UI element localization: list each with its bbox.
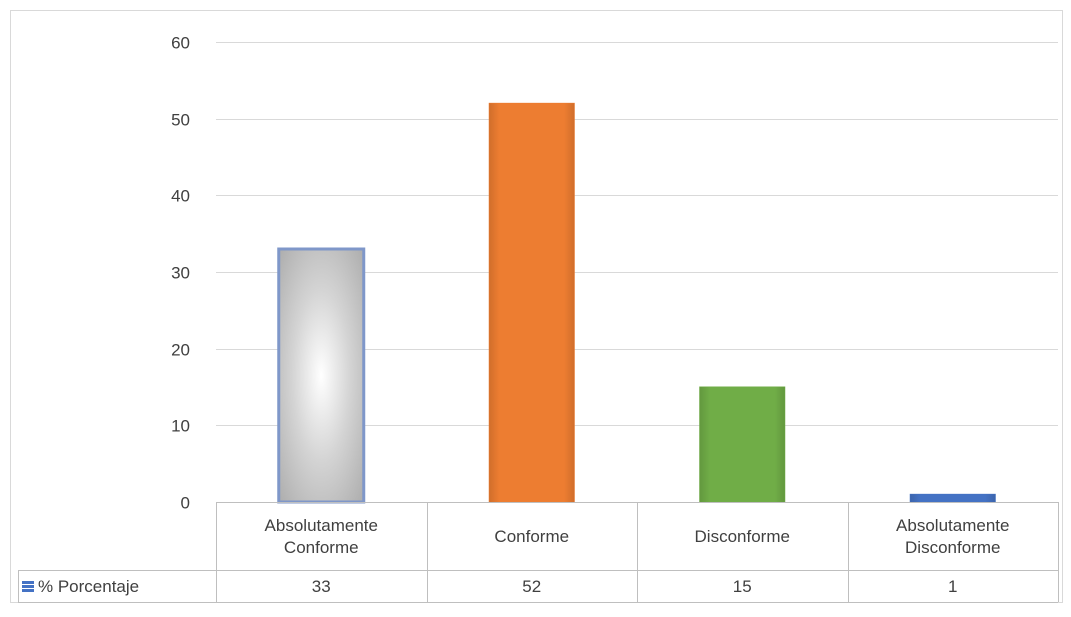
data-table-value: 1 bbox=[948, 577, 957, 596]
y-tick-label: 40 bbox=[171, 187, 190, 206]
data-table-value: 52 bbox=[522, 577, 541, 596]
y-tick-label: 0 bbox=[181, 494, 190, 513]
category-label: Absolutamente bbox=[265, 516, 378, 535]
category-label: Disconforme bbox=[905, 538, 1000, 557]
legend-key-icon bbox=[22, 581, 34, 592]
y-tick-label: 20 bbox=[171, 341, 190, 360]
category-label: Absolutamente bbox=[896, 516, 1009, 535]
y-tick-label: 50 bbox=[171, 111, 190, 130]
bar-shading bbox=[489, 103, 575, 502]
bar-shading bbox=[910, 494, 996, 502]
bar bbox=[277, 247, 366, 504]
data-table: Absolutamente Conforme Conforme Disconforme… bbox=[18, 502, 1059, 603]
data-table-value: 33 bbox=[312, 577, 331, 596]
y-tick-label: 10 bbox=[171, 417, 190, 436]
bars bbox=[277, 102, 996, 504]
bar-shading bbox=[699, 387, 785, 502]
category-label: Conforme bbox=[284, 538, 359, 557]
category-label: Disconforme bbox=[695, 527, 790, 546]
data-table-value: 15 bbox=[733, 577, 752, 596]
y-tick-label: 60 bbox=[171, 34, 190, 53]
y-axis-ticks: 0 10 20 30 40 50 60 bbox=[171, 34, 190, 513]
y-tick-label: 30 bbox=[171, 264, 190, 283]
series-name-label: % Porcentaje bbox=[38, 577, 139, 596]
category-label: Conforme bbox=[494, 527, 569, 546]
